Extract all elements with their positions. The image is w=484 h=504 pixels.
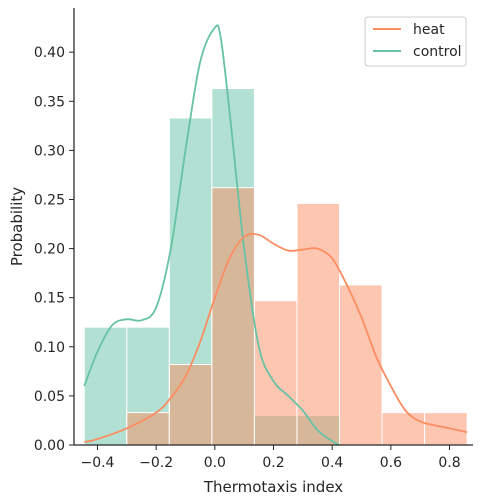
x-tick-label: 0.6 xyxy=(380,455,402,471)
bars-layer xyxy=(83,88,468,446)
heat-bar-2 xyxy=(211,187,255,446)
x-tick-label: 0.2 xyxy=(262,455,284,471)
heat-bar-7 xyxy=(424,412,468,446)
y-tick-label: 0.40 xyxy=(34,45,65,61)
x-tick-label: −0.2 xyxy=(139,455,173,471)
heat-bar-3 xyxy=(253,300,298,446)
x-tick-label: 0.4 xyxy=(321,455,343,471)
heat-bar-4 xyxy=(296,202,341,446)
x-axis-label: Thermotaxis index xyxy=(203,478,343,496)
heat-bar-6 xyxy=(381,412,426,446)
legend-heat-label: heat xyxy=(413,22,445,38)
y-tick-label: 0.05 xyxy=(34,389,65,405)
heat-kde-line xyxy=(84,233,468,443)
y-tick-label: 0.30 xyxy=(34,143,65,159)
y-tick-label: 0.20 xyxy=(34,242,65,258)
legend: heat control xyxy=(364,16,467,67)
kde-layer xyxy=(83,24,468,446)
y-tick-label: 0.00 xyxy=(34,438,65,454)
legend-control-label: control xyxy=(413,44,462,60)
x-tick-label: −0.4 xyxy=(80,455,114,471)
y-tick-label: 0.35 xyxy=(34,94,65,110)
y-tick-label: 0.25 xyxy=(34,192,65,208)
heat-bar-1 xyxy=(168,363,213,446)
y-axis-label: Probability xyxy=(8,187,26,266)
y-tick-label: 0.10 xyxy=(34,340,65,356)
x-tick-label: 0.0 xyxy=(204,455,226,471)
x-tick-label: 0.8 xyxy=(438,455,460,471)
control-bar-0 xyxy=(83,326,128,446)
y-tick-label: 0.15 xyxy=(34,291,65,307)
ticks-layer: −0.4 −0.2 0.0 0.2 0.4 0.6 0.8 0.00 0.05 0.10 0.15 0… xyxy=(34,45,461,471)
control-kde-line xyxy=(83,24,340,446)
heat-bar-5 xyxy=(339,284,383,446)
